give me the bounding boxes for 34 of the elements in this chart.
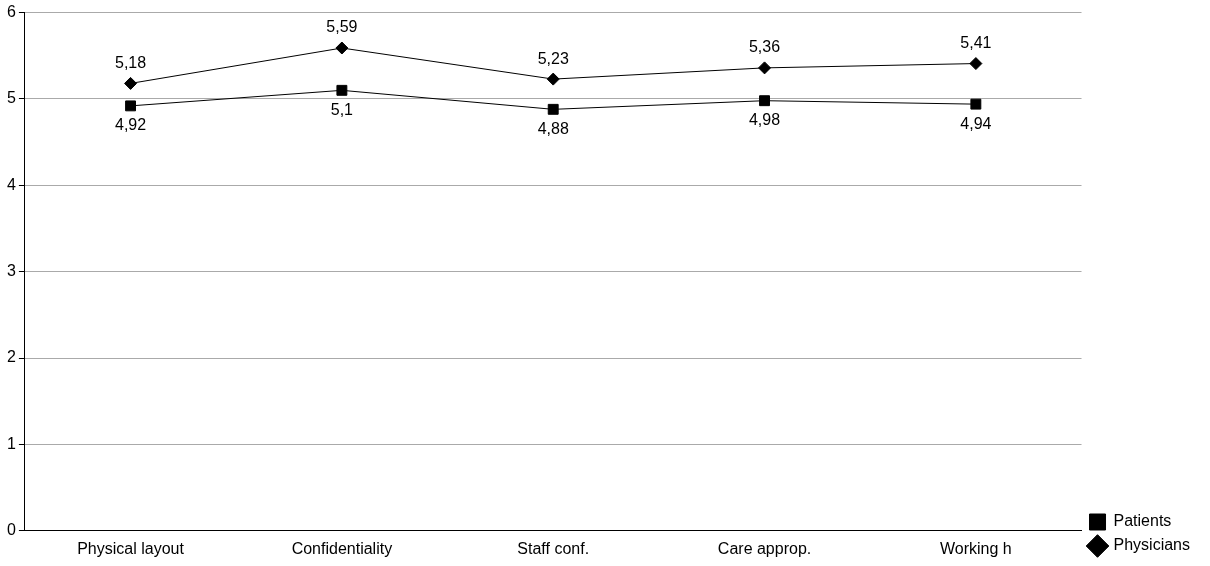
legend-label: Physicians <box>1113 536 1191 554</box>
data-label: 5,41 <box>960 33 992 51</box>
x-tick-label: Physical layout <box>77 539 185 557</box>
point <box>758 61 772 75</box>
x-tick-label: Staff conf. <box>517 539 590 557</box>
point <box>546 72 560 86</box>
point <box>759 95 770 107</box>
x-tick-label: Confidentiality <box>291 539 393 557</box>
data-label: 5,18 <box>114 53 147 71</box>
point <box>125 100 137 112</box>
point <box>336 84 348 96</box>
x-tick-label: Care approp. <box>717 539 812 557</box>
point <box>970 98 982 110</box>
legend-label: Patients <box>1113 512 1172 530</box>
x-tick-label: Working h <box>939 539 1012 557</box>
data-label: 5,59 <box>326 18 358 36</box>
y-tick-label: 5 <box>6 89 16 107</box>
data-label: 5,23 <box>537 49 569 67</box>
y-tick-label: 6 <box>6 3 16 21</box>
point <box>335 41 349 55</box>
data-label: 5,36 <box>748 38 781 56</box>
data-label: 4,92 <box>114 116 147 134</box>
y-tick-label: 4 <box>6 175 16 193</box>
y-tick-label: 3 <box>6 262 16 280</box>
point <box>969 57 983 71</box>
point <box>547 103 559 115</box>
point <box>124 76 138 90</box>
data-label: 4,98 <box>748 111 781 129</box>
data-label: 5,1 <box>330 100 354 118</box>
y-tick-label: 2 <box>6 348 16 366</box>
y-tick-label: 0 <box>6 521 16 539</box>
y-tick-label: 1 <box>6 434 16 452</box>
data-label: 4,88 <box>537 119 569 137</box>
data-label: 4,94 <box>960 114 992 132</box>
